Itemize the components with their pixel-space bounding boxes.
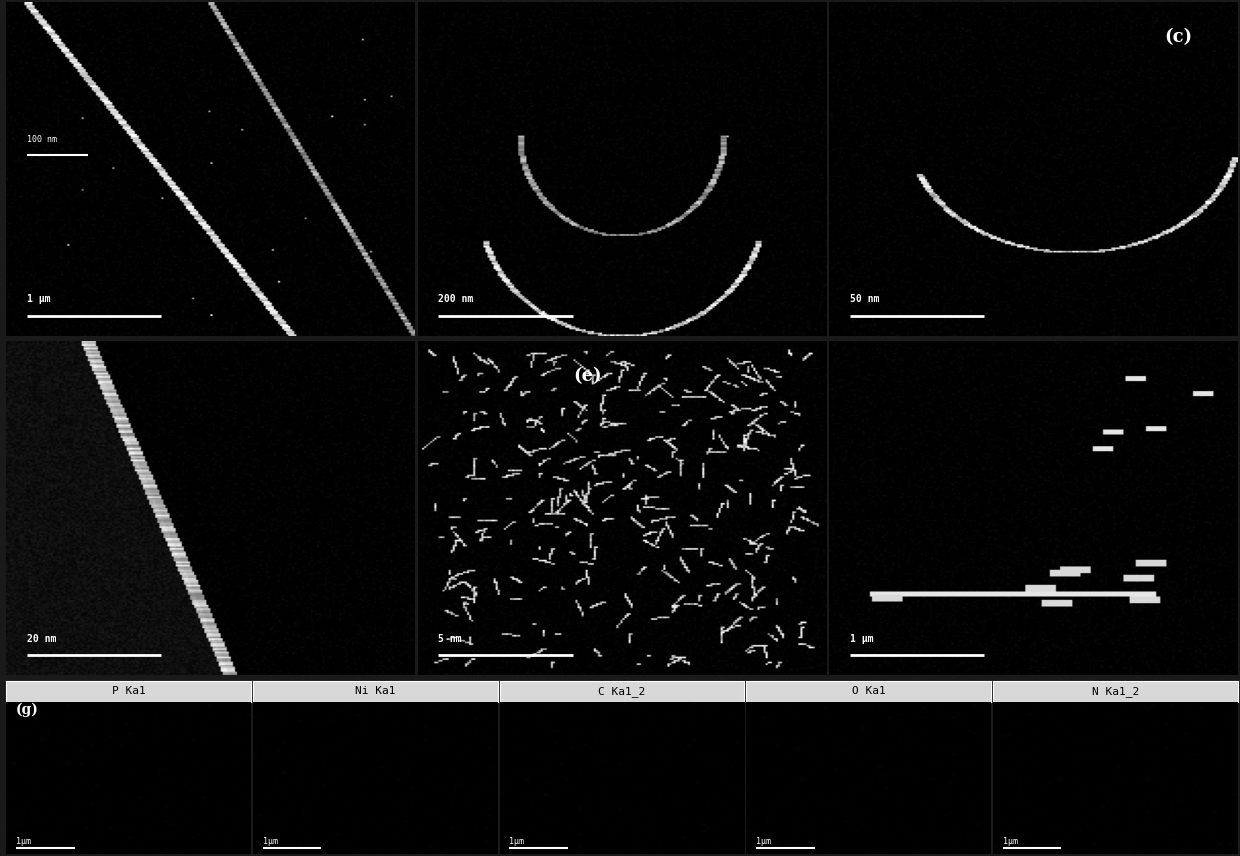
Text: 5 nm: 5 nm bbox=[438, 633, 461, 644]
Text: 1μm: 1μm bbox=[756, 836, 771, 846]
Text: 1μm: 1μm bbox=[510, 836, 525, 846]
Text: 200 nm: 200 nm bbox=[438, 294, 474, 304]
Text: 20 nm: 20 nm bbox=[26, 633, 56, 644]
Text: (g): (g) bbox=[16, 702, 38, 716]
Text: 1 μm: 1 μm bbox=[849, 633, 873, 644]
Text: (e): (e) bbox=[573, 367, 601, 385]
Text: P Ka1: P Ka1 bbox=[112, 687, 145, 696]
Text: 100 nm: 100 nm bbox=[26, 135, 57, 144]
Text: 1μm: 1μm bbox=[1003, 836, 1018, 846]
Text: (c): (c) bbox=[1164, 27, 1192, 45]
Text: 50 nm: 50 nm bbox=[849, 294, 879, 304]
Text: 1μm: 1μm bbox=[263, 836, 278, 846]
Text: 1 μm: 1 μm bbox=[26, 294, 50, 304]
Text: C Ka1_2: C Ka1_2 bbox=[598, 686, 646, 697]
Text: Ni Ka1: Ni Ka1 bbox=[355, 687, 396, 696]
Text: O Ka1: O Ka1 bbox=[852, 687, 885, 696]
Text: 1μm: 1μm bbox=[16, 836, 31, 846]
Text: N Ka1_2: N Ka1_2 bbox=[1091, 686, 1138, 697]
